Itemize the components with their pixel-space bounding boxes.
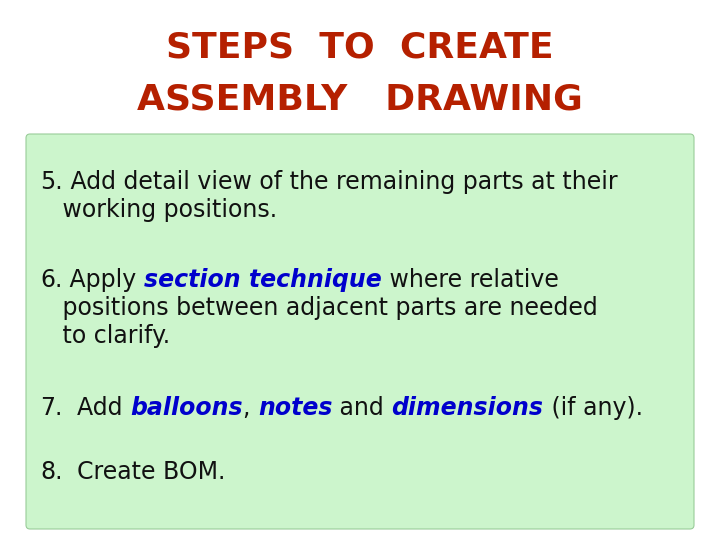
Text: Create BOM.: Create BOM.: [63, 460, 226, 484]
Text: positions between adjacent parts are needed: positions between adjacent parts are nee…: [40, 296, 598, 320]
Text: working positions.: working positions.: [40, 198, 277, 222]
Text: and: and: [333, 396, 392, 420]
Text: notes: notes: [258, 396, 333, 420]
Text: ASSEMBLY   DRAWING: ASSEMBLY DRAWING: [137, 82, 583, 116]
Text: Add detail view of the remaining parts at their: Add detail view of the remaining parts a…: [63, 170, 617, 194]
Text: Add: Add: [63, 396, 130, 420]
Text: 8.: 8.: [40, 460, 63, 484]
Text: 5.: 5.: [40, 170, 63, 194]
Text: balloons: balloons: [130, 396, 243, 420]
Text: ,: ,: [243, 396, 258, 420]
Text: dimensions: dimensions: [392, 396, 544, 420]
Text: Apply: Apply: [63, 268, 144, 292]
FancyBboxPatch shape: [26, 134, 694, 529]
Text: 6.: 6.: [40, 268, 63, 292]
Text: to clarify.: to clarify.: [40, 324, 170, 348]
Text: section technique: section technique: [144, 268, 382, 292]
Text: where relative: where relative: [382, 268, 559, 292]
Text: (if any).: (if any).: [544, 396, 643, 420]
Text: STEPS  TO  CREATE: STEPS TO CREATE: [166, 30, 554, 64]
Text: 7.: 7.: [40, 396, 63, 420]
